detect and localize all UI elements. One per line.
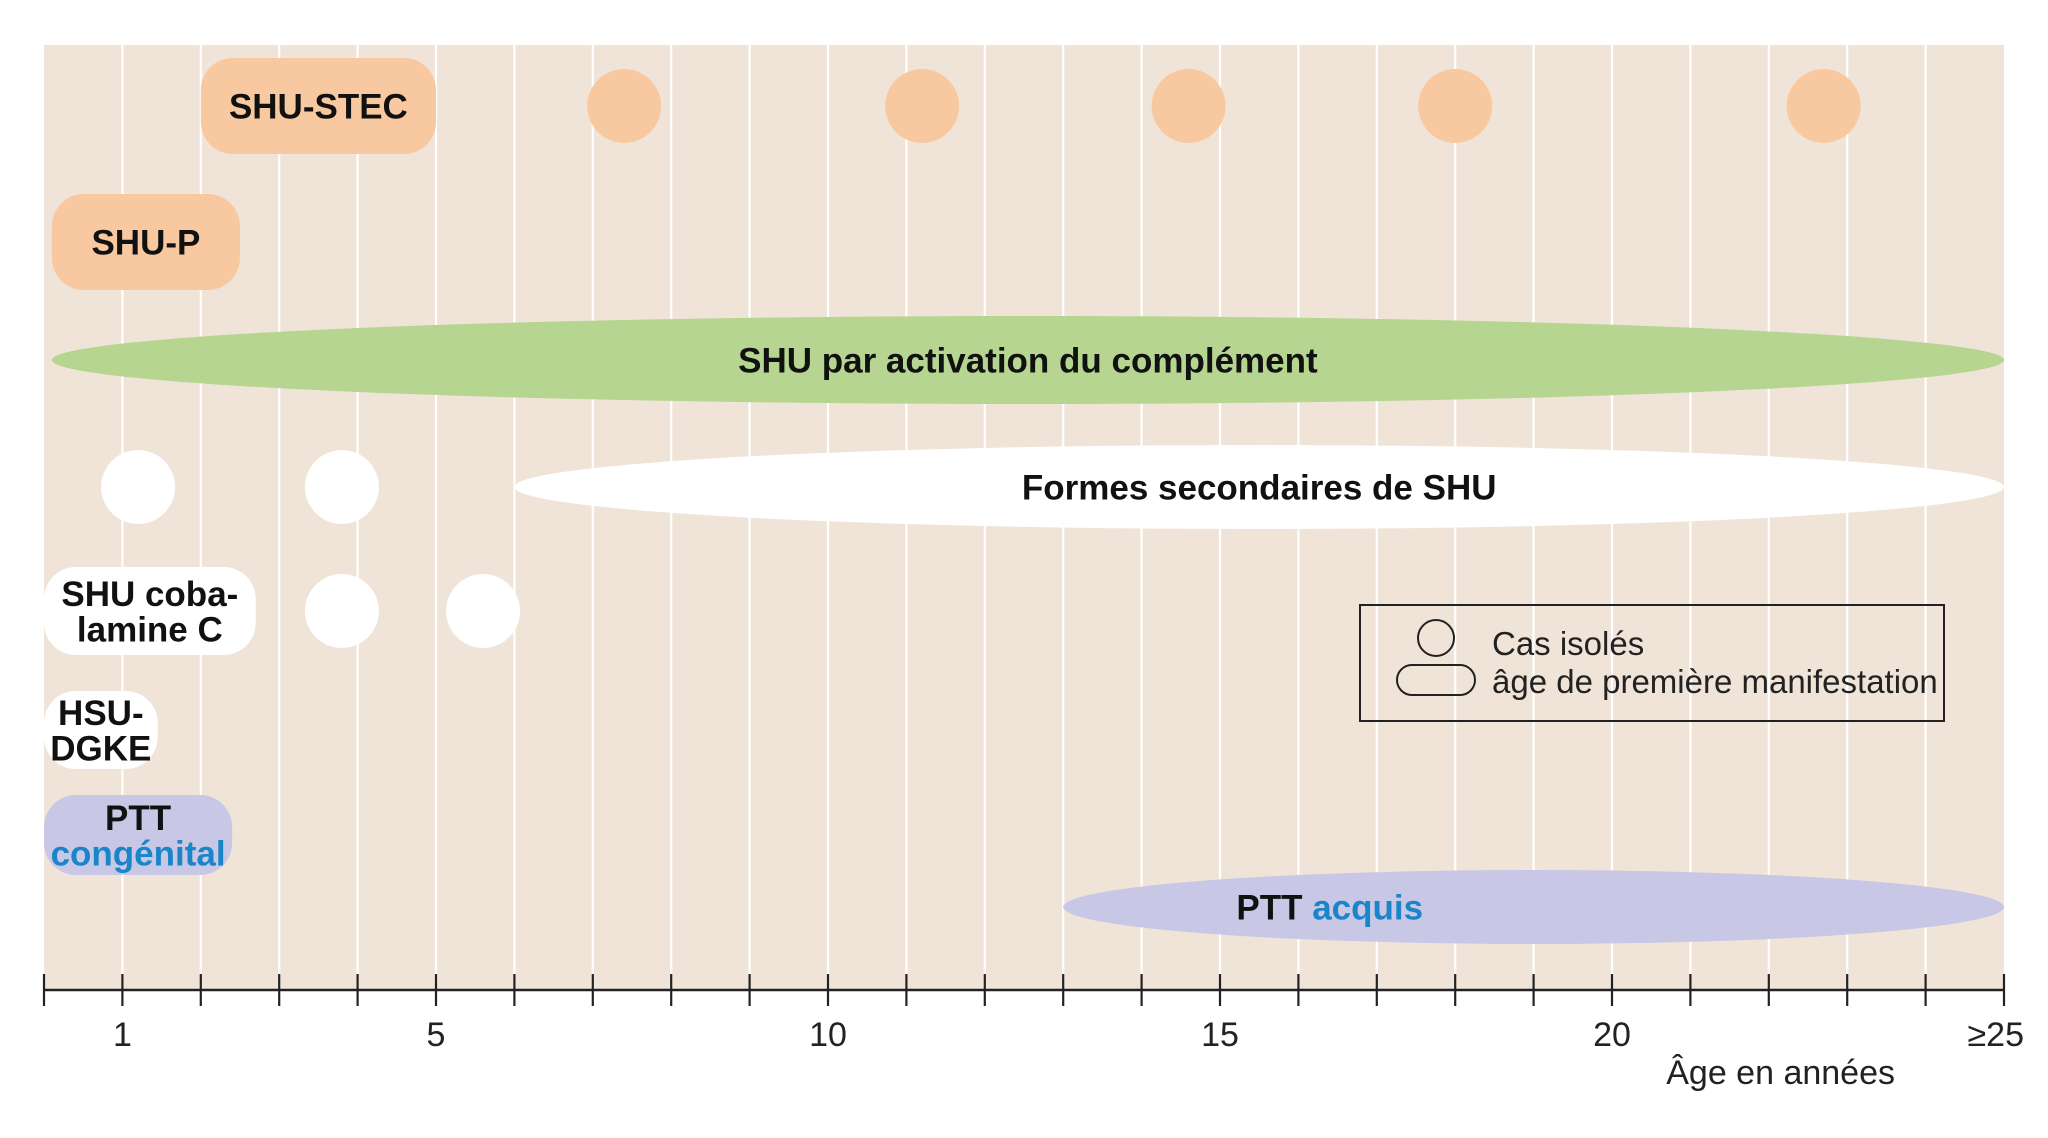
- x-tick-label: 5: [427, 1016, 446, 1054]
- row-label-shu-p: SHU-P: [91, 224, 200, 263]
- band-shu-secondaires: [514, 445, 2004, 529]
- row-label-ptt-congenital: PTT: [105, 799, 171, 838]
- band-shu-cobalamine: [44, 567, 256, 655]
- x-tick-label: 10: [809, 1016, 847, 1054]
- x-axis-title: Âge en années: [1666, 1054, 1895, 1092]
- isolated-case-shu-stec: [1418, 69, 1493, 143]
- bands-layer: SHU-STEC SHU-P SHU par activation du compl…: [44, 58, 2005, 944]
- row-label-ptt-acquis: PTT acquis: [1236, 889, 1423, 928]
- x-tick-label: 1: [113, 1016, 132, 1054]
- legend-pill-icon: [1396, 664, 1476, 696]
- isolated-case-shu-stec: [1151, 69, 1226, 143]
- legend-label: Cas isolés: [1492, 625, 1644, 662]
- row-label-shu-cobalamine: SHU coba-: [61, 575, 238, 614]
- isolated-case-shu-stec: [1786, 69, 1861, 143]
- row-label-hsu-dgke: HSU-: [58, 694, 144, 733]
- isolated-case-shu-secondaires: [101, 450, 176, 524]
- legend-box: [1359, 604, 1945, 722]
- row-label-shu-secondaires: Formes secondaires de SHU: [1022, 469, 1497, 508]
- x-tick-label: ≥25: [1968, 1016, 2024, 1054]
- isolated-case-shu-cobalamine: [304, 574, 379, 648]
- band-ptt-acquis: [1063, 870, 2004, 944]
- band-ptt-congenital: [44, 795, 233, 875]
- row-label-shu-complement: SHU par activation du complément: [738, 342, 1318, 381]
- row-label-hsu-dgke: DGKE: [50, 729, 151, 768]
- legend-circle-icon: [1417, 619, 1455, 657]
- legend-label: âge de première manifestation: [1492, 663, 1938, 700]
- x-tick-label: 15: [1201, 1016, 1239, 1054]
- band-shu-stec: [200, 58, 436, 154]
- band-hsu-dgke: [44, 691, 158, 769]
- row-label-shu-cobalamine: lamine C: [77, 610, 223, 649]
- isolated-case-shu-stec: [587, 69, 662, 143]
- row-label-shu-stec: SHU-STEC: [229, 88, 408, 127]
- x-tick-label: 20: [1593, 1016, 1631, 1054]
- row-label-ptt-congenital: congénital: [51, 834, 226, 873]
- band-shu-complement: [51, 316, 2005, 404]
- isolated-case-shu-cobalamine: [446, 574, 521, 648]
- band-shu-p: [51, 194, 241, 290]
- isolated-case-shu-secondaires: [304, 450, 379, 524]
- isolated-case-shu-stec: [885, 69, 960, 143]
